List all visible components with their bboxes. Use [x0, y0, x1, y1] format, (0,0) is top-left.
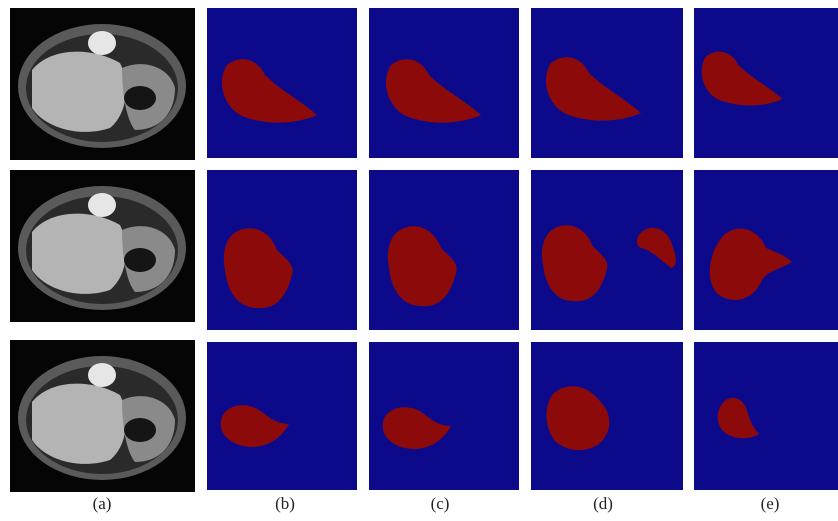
mask-panel — [694, 170, 838, 330]
row-2 — [10, 170, 838, 330]
mask-panel — [531, 342, 683, 490]
mask-panel — [531, 170, 683, 330]
panel-label: (a) — [93, 494, 112, 513]
row-3 — [10, 340, 838, 492]
mask-panel — [694, 342, 838, 490]
mask-panel — [207, 342, 357, 490]
panel-label: (e) — [761, 494, 780, 513]
mask-panel — [369, 170, 519, 330]
panel-labels: (a) (b) (c) (d) (e) — [93, 494, 780, 513]
ct-scan — [10, 340, 195, 492]
mask-panel — [369, 8, 519, 158]
mask-panel — [369, 342, 519, 490]
figure: (a) (b) (c) (d) (e) — [0, 0, 838, 521]
mask-panel — [694, 8, 838, 158]
panel-label: (d) — [593, 494, 613, 513]
panel-label: (c) — [431, 494, 450, 513]
panel-label: (b) — [275, 494, 295, 513]
row-1 — [10, 8, 838, 160]
mask-panel — [207, 8, 357, 158]
mask-panel — [207, 170, 357, 330]
mask-panel — [531, 8, 683, 158]
ct-scan — [10, 8, 195, 160]
ct-scan — [10, 170, 195, 322]
